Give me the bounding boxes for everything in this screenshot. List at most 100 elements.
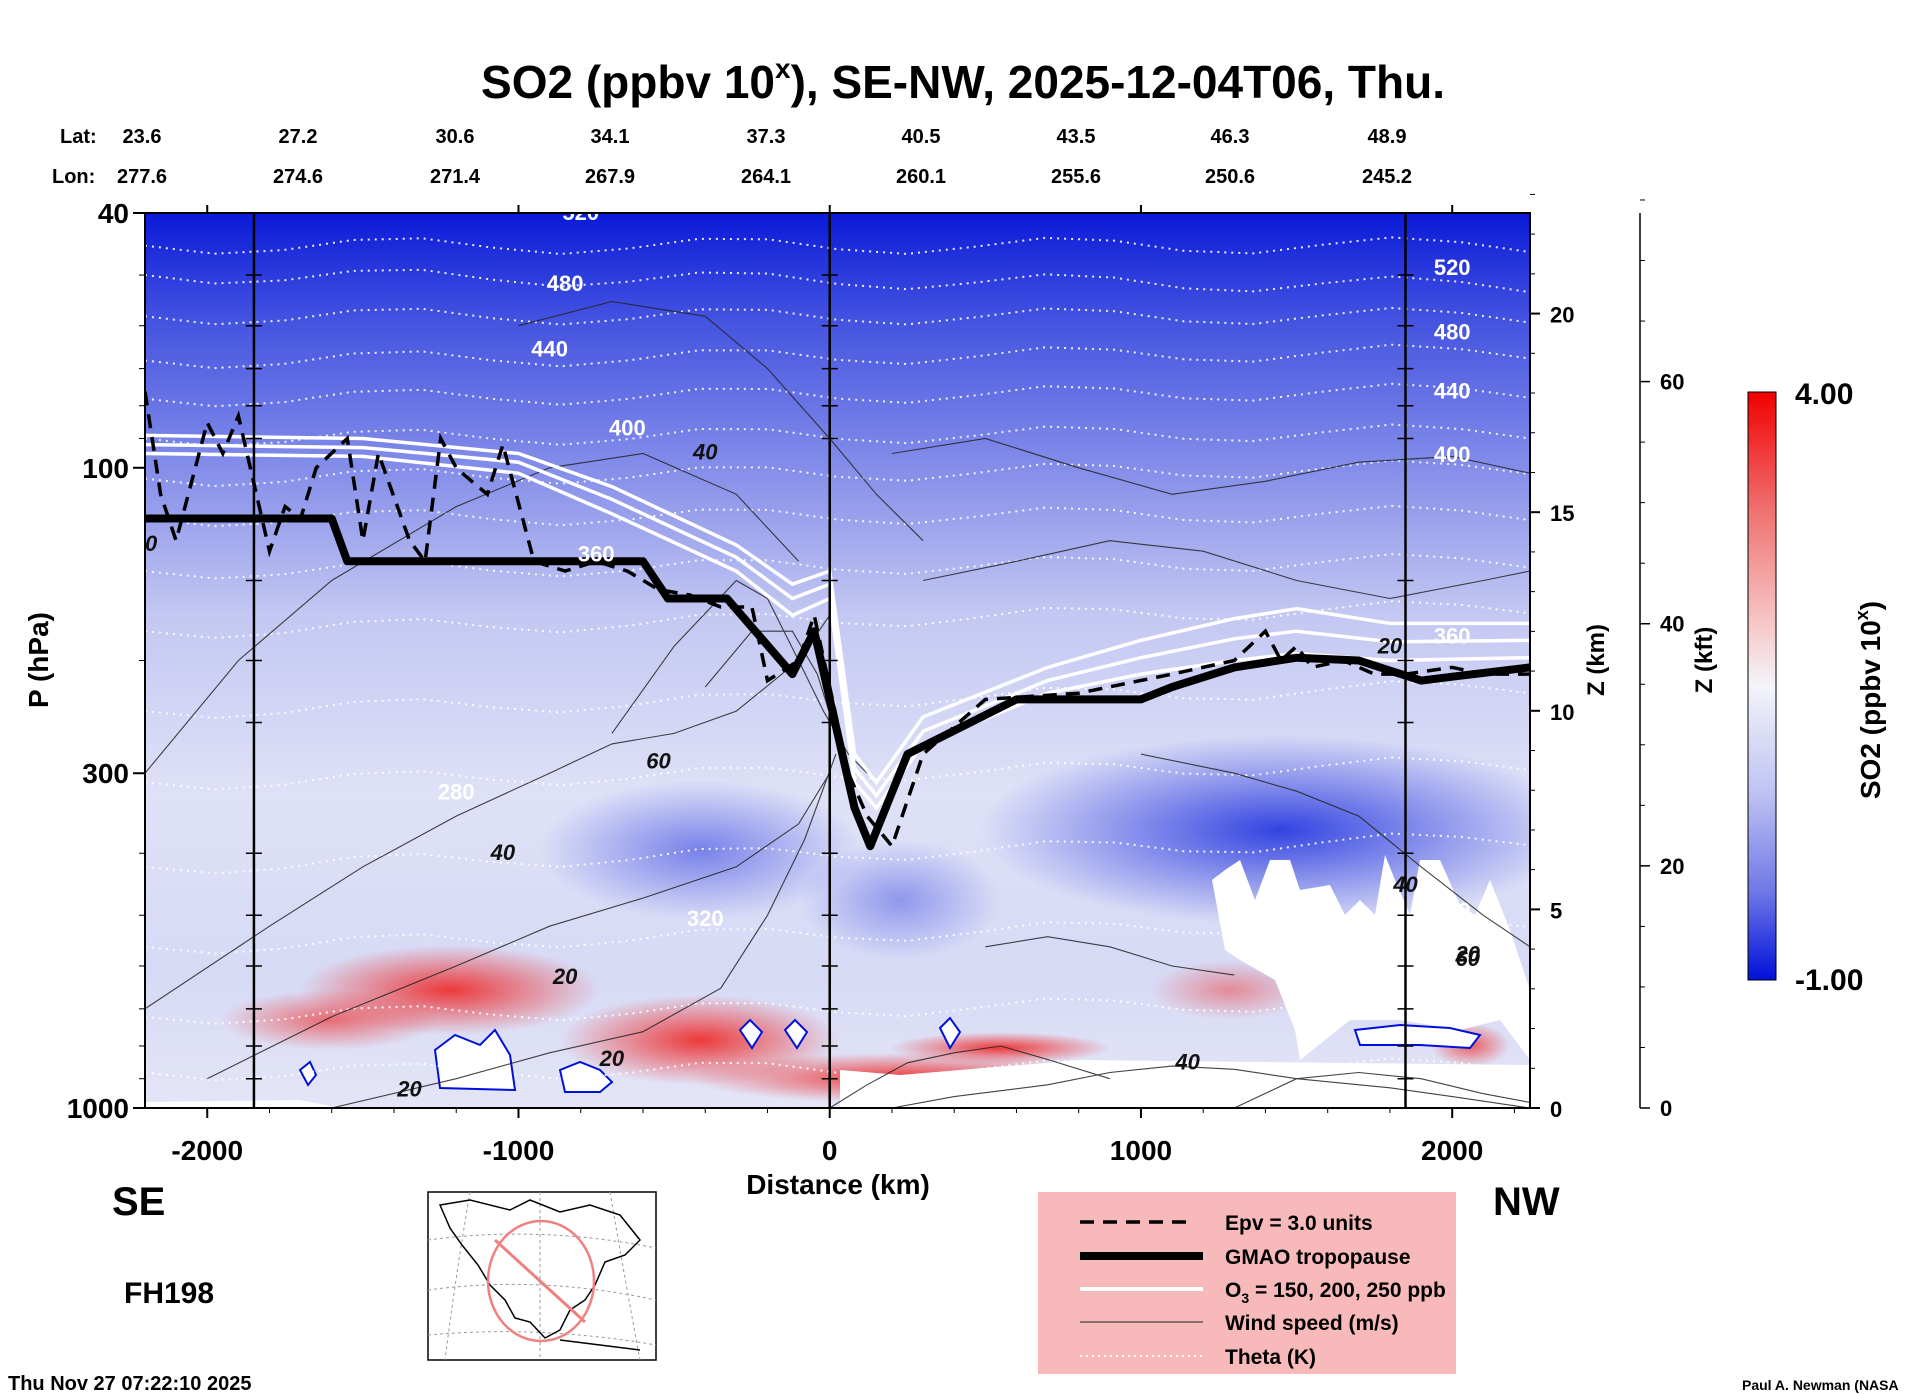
wind-contour	[518, 300, 924, 542]
legend: Epv = 3.0 units GMAO tropopause O3 = 150…	[1038, 1192, 1456, 1374]
masked-region-left-6	[938, 1016, 962, 1051]
forecast-hour: FH198	[124, 1277, 214, 1310]
timestamp: Thu Nov 27 07:22:10 2025	[8, 1373, 251, 1394]
z-kft-tick-label: 0	[1660, 1096, 1672, 1121]
inset-map	[427, 1191, 657, 1361]
lat-value: 23.6	[123, 126, 162, 148]
z-kft-tick-label: 20	[1660, 854, 1684, 879]
ozone-line	[145, 433, 1530, 786]
wind-label: 20	[599, 1046, 625, 1071]
lon-value: 267.9	[585, 166, 635, 188]
so2-field: 520 480 440 400 360 320 280 520 480 440 400 360 320 2…	[145, 213, 1530, 1108]
theta-line	[145, 382, 1530, 408]
wind-contour	[206, 772, 831, 1080]
x-tick-label: 1000	[1110, 1135, 1172, 1166]
legend-ozone-label: O3 = 150, 200, 250 ppb	[1225, 1279, 1446, 1306]
so2-mid-blue-region	[540, 780, 860, 920]
wind-contour	[891, 1065, 1530, 1108]
ozone-line	[145, 451, 1530, 811]
lon-value: 274.6	[273, 166, 323, 188]
legend-epv-label: Epv = 3.0 units	[1225, 1212, 1373, 1235]
north-america-coastline	[438, 1199, 642, 1339]
inset-section-circle	[486, 1219, 596, 1343]
wind-contour	[829, 1045, 1110, 1108]
masked-region-left-2	[558, 1060, 614, 1093]
legend-tropopause-label: GMAO tropopause	[1225, 1246, 1411, 1269]
lat-value: 43.5	[1057, 126, 1096, 148]
wind-contour	[985, 936, 1235, 976]
theta-line	[145, 504, 1530, 528]
wind-contour	[891, 437, 1530, 495]
z-km-tick-label: 5	[1550, 898, 1562, 923]
wind-contour	[704, 630, 837, 734]
wind-contour	[145, 614, 831, 1010]
credit: Paul A. Newman (NASA	[1742, 1377, 1899, 1393]
gmao-tropopause	[145, 514, 1530, 851]
lon-value: 245.2	[1362, 166, 1412, 188]
wind-label: 40	[692, 439, 718, 464]
theta-label: 360	[578, 541, 615, 566]
theta-line	[145, 992, 1530, 1025]
z-kft-tick-label: 40	[1660, 612, 1684, 637]
masked-region-left-4	[738, 1018, 764, 1050]
chart-title: SO2 (ppbv 10x), SE-NW, 2025-12-04T06, Th…	[481, 53, 1445, 108]
masked-region-left-3	[298, 1060, 318, 1087]
lon-value: 260.1	[896, 166, 946, 188]
theta-line	[145, 832, 1530, 875]
colorbar-max-label: 4.00	[1795, 378, 1853, 411]
wind-label: 40	[1174, 1049, 1200, 1074]
theta-label: 400	[609, 415, 646, 440]
y-tick-label: 100	[82, 453, 129, 484]
lon-row-label: Lon:	[52, 166, 95, 188]
tropopause-line	[145, 514, 1530, 851]
theta-line	[145, 680, 1530, 720]
z-km-tick-label: 0	[1550, 1097, 1562, 1122]
theta-line	[145, 1057, 1530, 1082]
z-km-tick-label: 15	[1550, 501, 1574, 526]
colorbar: 4.00 -1.00 SO2 (ppbv 10x)	[1747, 378, 1886, 997]
wind-contour	[1140, 753, 1530, 948]
masked-region-bottom-left	[145, 1100, 340, 1108]
lat-value: 37.3	[747, 126, 786, 148]
wind-contour	[922, 540, 1530, 600]
theta-line	[145, 600, 1530, 640]
lat-lon-labels: 23.6 27.2 30.6 34.1 37.3 40.5 43.5 46.3 48.9 277.…	[117, 126, 1412, 188]
theta-line	[145, 459, 1530, 488]
so2-red-plume-5	[220, 990, 440, 1050]
masked-region-right	[1212, 855, 1530, 1060]
x-tick-label: -2000	[171, 1135, 243, 1166]
z-km-tick-label: 10	[1550, 700, 1574, 725]
z-km-axis-label: Z (km)	[1583, 624, 1610, 696]
lon-value: 271.4	[430, 166, 481, 188]
lat-value: 27.2	[279, 126, 318, 148]
legend-wind-label: Wind speed (m/s)	[1225, 1312, 1399, 1335]
wind-label: 40	[490, 840, 516, 865]
y-axis: 40 100 300 1000	[67, 198, 145, 1124]
wind-contour	[1234, 1071, 1530, 1108]
x-tick-label: 0	[822, 1135, 838, 1166]
masked-region-lower	[840, 1060, 1530, 1108]
z-kft-axis-label: Z (kft)	[1691, 627, 1718, 694]
theta-label: 480	[1434, 319, 1471, 344]
lon-value: 264.1	[741, 166, 791, 188]
lon-value: 250.6	[1205, 166, 1255, 188]
lat-row-label: Lat:	[60, 126, 97, 148]
nw-label: NW	[1493, 1180, 1560, 1224]
theta-label: 360	[1434, 623, 1471, 648]
lat-value: 30.6	[436, 126, 475, 148]
masked-region-left-5	[783, 1018, 809, 1050]
theta-line	[145, 423, 1530, 448]
theta-line	[145, 268, 1530, 294]
lon-value: 255.6	[1051, 166, 1101, 188]
wind-contour	[331, 753, 837, 1108]
x-tick-label: -1000	[483, 1135, 555, 1166]
z-kft-axis: 0 20 40 60	[1639, 199, 1684, 1121]
theta-lines	[145, 236, 1530, 1082]
lat-value: 46.3	[1211, 126, 1250, 148]
theta-label: 440	[531, 336, 568, 361]
lon-value: 277.6	[117, 166, 167, 188]
colorbar-title: SO2 (ppbv 10x)	[1852, 601, 1886, 799]
y-tick-label: 1000	[67, 1093, 129, 1124]
epv-line	[145, 391, 1530, 850]
